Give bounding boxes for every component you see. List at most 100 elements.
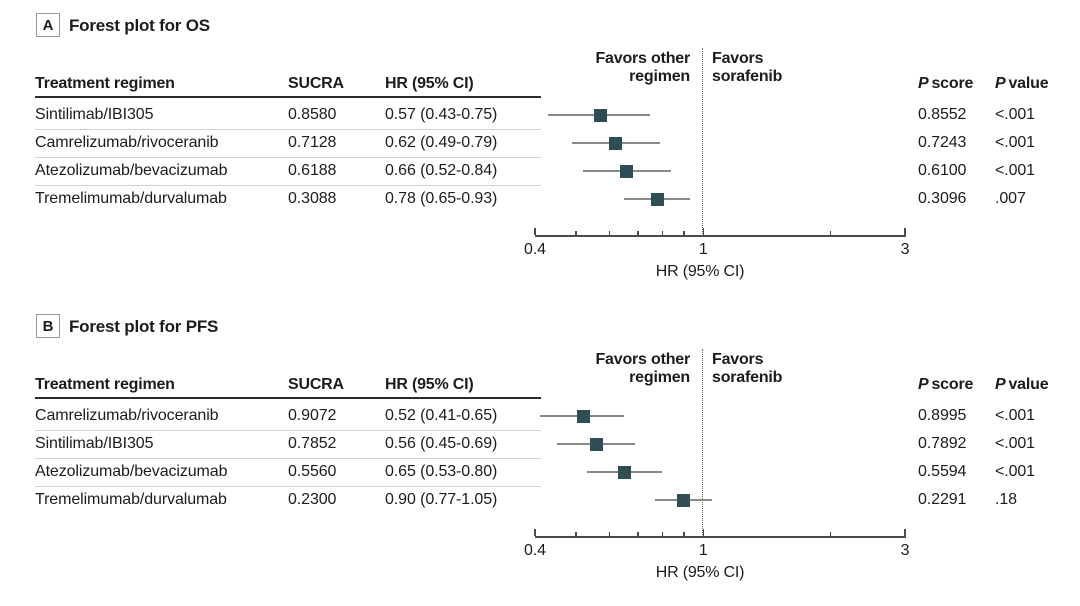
treatment-name: Camrelizumab/rivoceranib [35, 134, 219, 151]
favors-sorafenib-line1: Favors [712, 351, 764, 368]
x-axis-minor-tick [575, 532, 577, 536]
panel-label: B [42, 317, 54, 335]
hr-point-marker [576, 409, 590, 423]
favors-other-line1: Favors other [595, 351, 690, 368]
favors-sorafenib-label: Favors sorafenib [712, 50, 922, 86]
hr-ci-text: 0.90 (0.77-1.05) [385, 491, 498, 508]
x-axis-tick-label: 3 [900, 241, 910, 258]
col-header-hr-ci: HR (95% CI) [385, 75, 474, 92]
p-value: .18 [995, 491, 1017, 508]
x-axis-major-tick [534, 529, 536, 536]
favors-sorafenib-line1: Favors [712, 50, 764, 67]
p-italic: P [918, 376, 929, 393]
row-separator [35, 185, 541, 186]
hr-ci-text: 0.52 (0.41-0.65) [385, 407, 498, 424]
p-italic: P [918, 75, 929, 92]
row-separator [35, 129, 541, 130]
x-axis-minor-tick [637, 231, 639, 235]
p-value: <.001 [995, 106, 1035, 123]
sucra-value: 0.9072 [288, 407, 337, 424]
panel-label: A [42, 16, 54, 34]
table-header-rule [35, 397, 541, 399]
p-score-value: 0.8552 [918, 106, 967, 123]
favors-other-line2: regimen [629, 68, 690, 85]
p-value: <.001 [995, 407, 1035, 424]
treatment-name: Sintilimab/IBI305 [35, 435, 154, 452]
p-score-value: 0.7892 [918, 435, 967, 452]
x-axis-major-tick [904, 228, 906, 235]
panel-label-box: A [36, 13, 60, 37]
hr-ci-text: 0.65 (0.53-0.80) [385, 463, 498, 480]
x-axis-major-tick [534, 228, 536, 235]
sucra-value: 0.6188 [288, 162, 337, 179]
sucra-value: 0.5560 [288, 463, 337, 480]
x-axis-minor-tick [575, 231, 577, 235]
p-score-value: 0.3096 [918, 190, 967, 207]
x-axis-tick-label: 3 [900, 542, 910, 559]
panel-pfs: B Forest plot for PFS Treatment regimen … [0, 301, 1080, 601]
x-axis-tick-label: 1 [698, 241, 708, 258]
favors-sorafenib-label: Favors sorafenib [712, 351, 922, 387]
x-axis-minor-tick [683, 231, 685, 235]
p-score-value: 0.2291 [918, 491, 967, 508]
hr-ci-text: 0.57 (0.43-0.75) [385, 106, 498, 123]
favors-other-line2: regimen [629, 369, 690, 386]
hr-point-marker [620, 164, 634, 178]
treatment-name: Tremelimumab/durvalumab [35, 190, 227, 207]
x-axis-tick-label: 1 [698, 542, 708, 559]
treatment-name: Tremelimumab/durvalumab [35, 491, 227, 508]
x-axis-line [535, 235, 906, 237]
treatment-name: Sintilimab/IBI305 [35, 106, 154, 123]
hr-ci-text: 0.78 (0.65-0.93) [385, 190, 498, 207]
x-axis-minor-tick [683, 532, 685, 536]
treatment-name: Atezolizumab/bevacizumab [35, 463, 228, 480]
p-score-value: 0.8995 [918, 407, 967, 424]
hr-ci-text: 0.62 (0.49-0.79) [385, 134, 498, 151]
row-separator [35, 157, 541, 158]
x-axis-minor-tick [661, 231, 664, 235]
x-axis-tick-label: 0.4 [524, 241, 546, 258]
hr-point-marker [677, 493, 691, 507]
favors-sorafenib-line2: sorafenib [712, 68, 783, 85]
x-axis-minor-tick [637, 532, 639, 536]
x-axis-major-tick [904, 529, 906, 536]
x-axis-minor-tick [608, 532, 611, 536]
favors-sorafenib-line2: sorafenib [712, 369, 783, 386]
table-row: Atezolizumab/bevacizumab 0.6188 0.66 (0.… [0, 157, 1080, 185]
table-row: Camrelizumab/rivoceranib 0.7128 0.62 (0.… [0, 129, 1080, 157]
p-italic: P [995, 75, 1006, 92]
col-header-sucra: SUCRA [288, 75, 344, 92]
table-header-rule [35, 96, 541, 98]
p-score-rest: score [931, 376, 974, 393]
p-score-value: 0.7243 [918, 134, 967, 151]
x-axis-major-tick [702, 228, 704, 235]
x-axis-minor-tick [829, 231, 832, 235]
x-axis-minor-tick [829, 532, 832, 536]
p-value: <.001 [995, 435, 1035, 452]
favors-other-line1: Favors other [595, 50, 690, 67]
sucra-value: 0.8580 [288, 106, 337, 123]
table-row: Sintilimab/IBI305 0.7852 0.56 (0.45-0.69… [0, 430, 1080, 458]
row-separator [35, 486, 541, 487]
col-header-treatment: Treatment regimen [35, 75, 175, 92]
treatment-name: Atezolizumab/bevacizumab [35, 162, 228, 179]
x-axis-minor-tick [608, 231, 611, 235]
col-header-hr-ci: HR (95% CI) [385, 376, 474, 393]
favors-other-label: Favors other regimen [480, 351, 690, 387]
hr-point-marker [651, 192, 665, 206]
x-axis-tick-label: 0.4 [524, 542, 546, 559]
panel-label-box: B [36, 314, 60, 338]
panel-title: Forest plot for PFS [69, 317, 219, 336]
hr-ci-text: 0.56 (0.45-0.69) [385, 435, 498, 452]
reference-line-hr1 [702, 48, 703, 236]
sucra-value: 0.2300 [288, 491, 337, 508]
row-separator [35, 458, 541, 459]
table-row: Sintilimab/IBI305 0.8580 0.57 (0.43-0.75… [0, 101, 1080, 129]
hr-point-marker [617, 465, 631, 479]
table-row: Atezolizumab/bevacizumab 0.5560 0.65 (0.… [0, 458, 1080, 486]
x-axis-title: HR (95% CI) [655, 564, 745, 581]
